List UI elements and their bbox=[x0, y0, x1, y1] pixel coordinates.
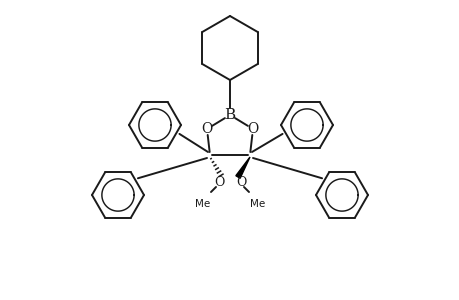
Text: B: B bbox=[224, 108, 235, 122]
Text: Me: Me bbox=[249, 199, 265, 209]
Text: O: O bbox=[201, 122, 212, 136]
Text: Me: Me bbox=[194, 199, 210, 209]
Text: O: O bbox=[213, 176, 224, 188]
Text: O: O bbox=[247, 122, 258, 136]
Polygon shape bbox=[235, 157, 249, 178]
Text: O: O bbox=[235, 176, 246, 188]
